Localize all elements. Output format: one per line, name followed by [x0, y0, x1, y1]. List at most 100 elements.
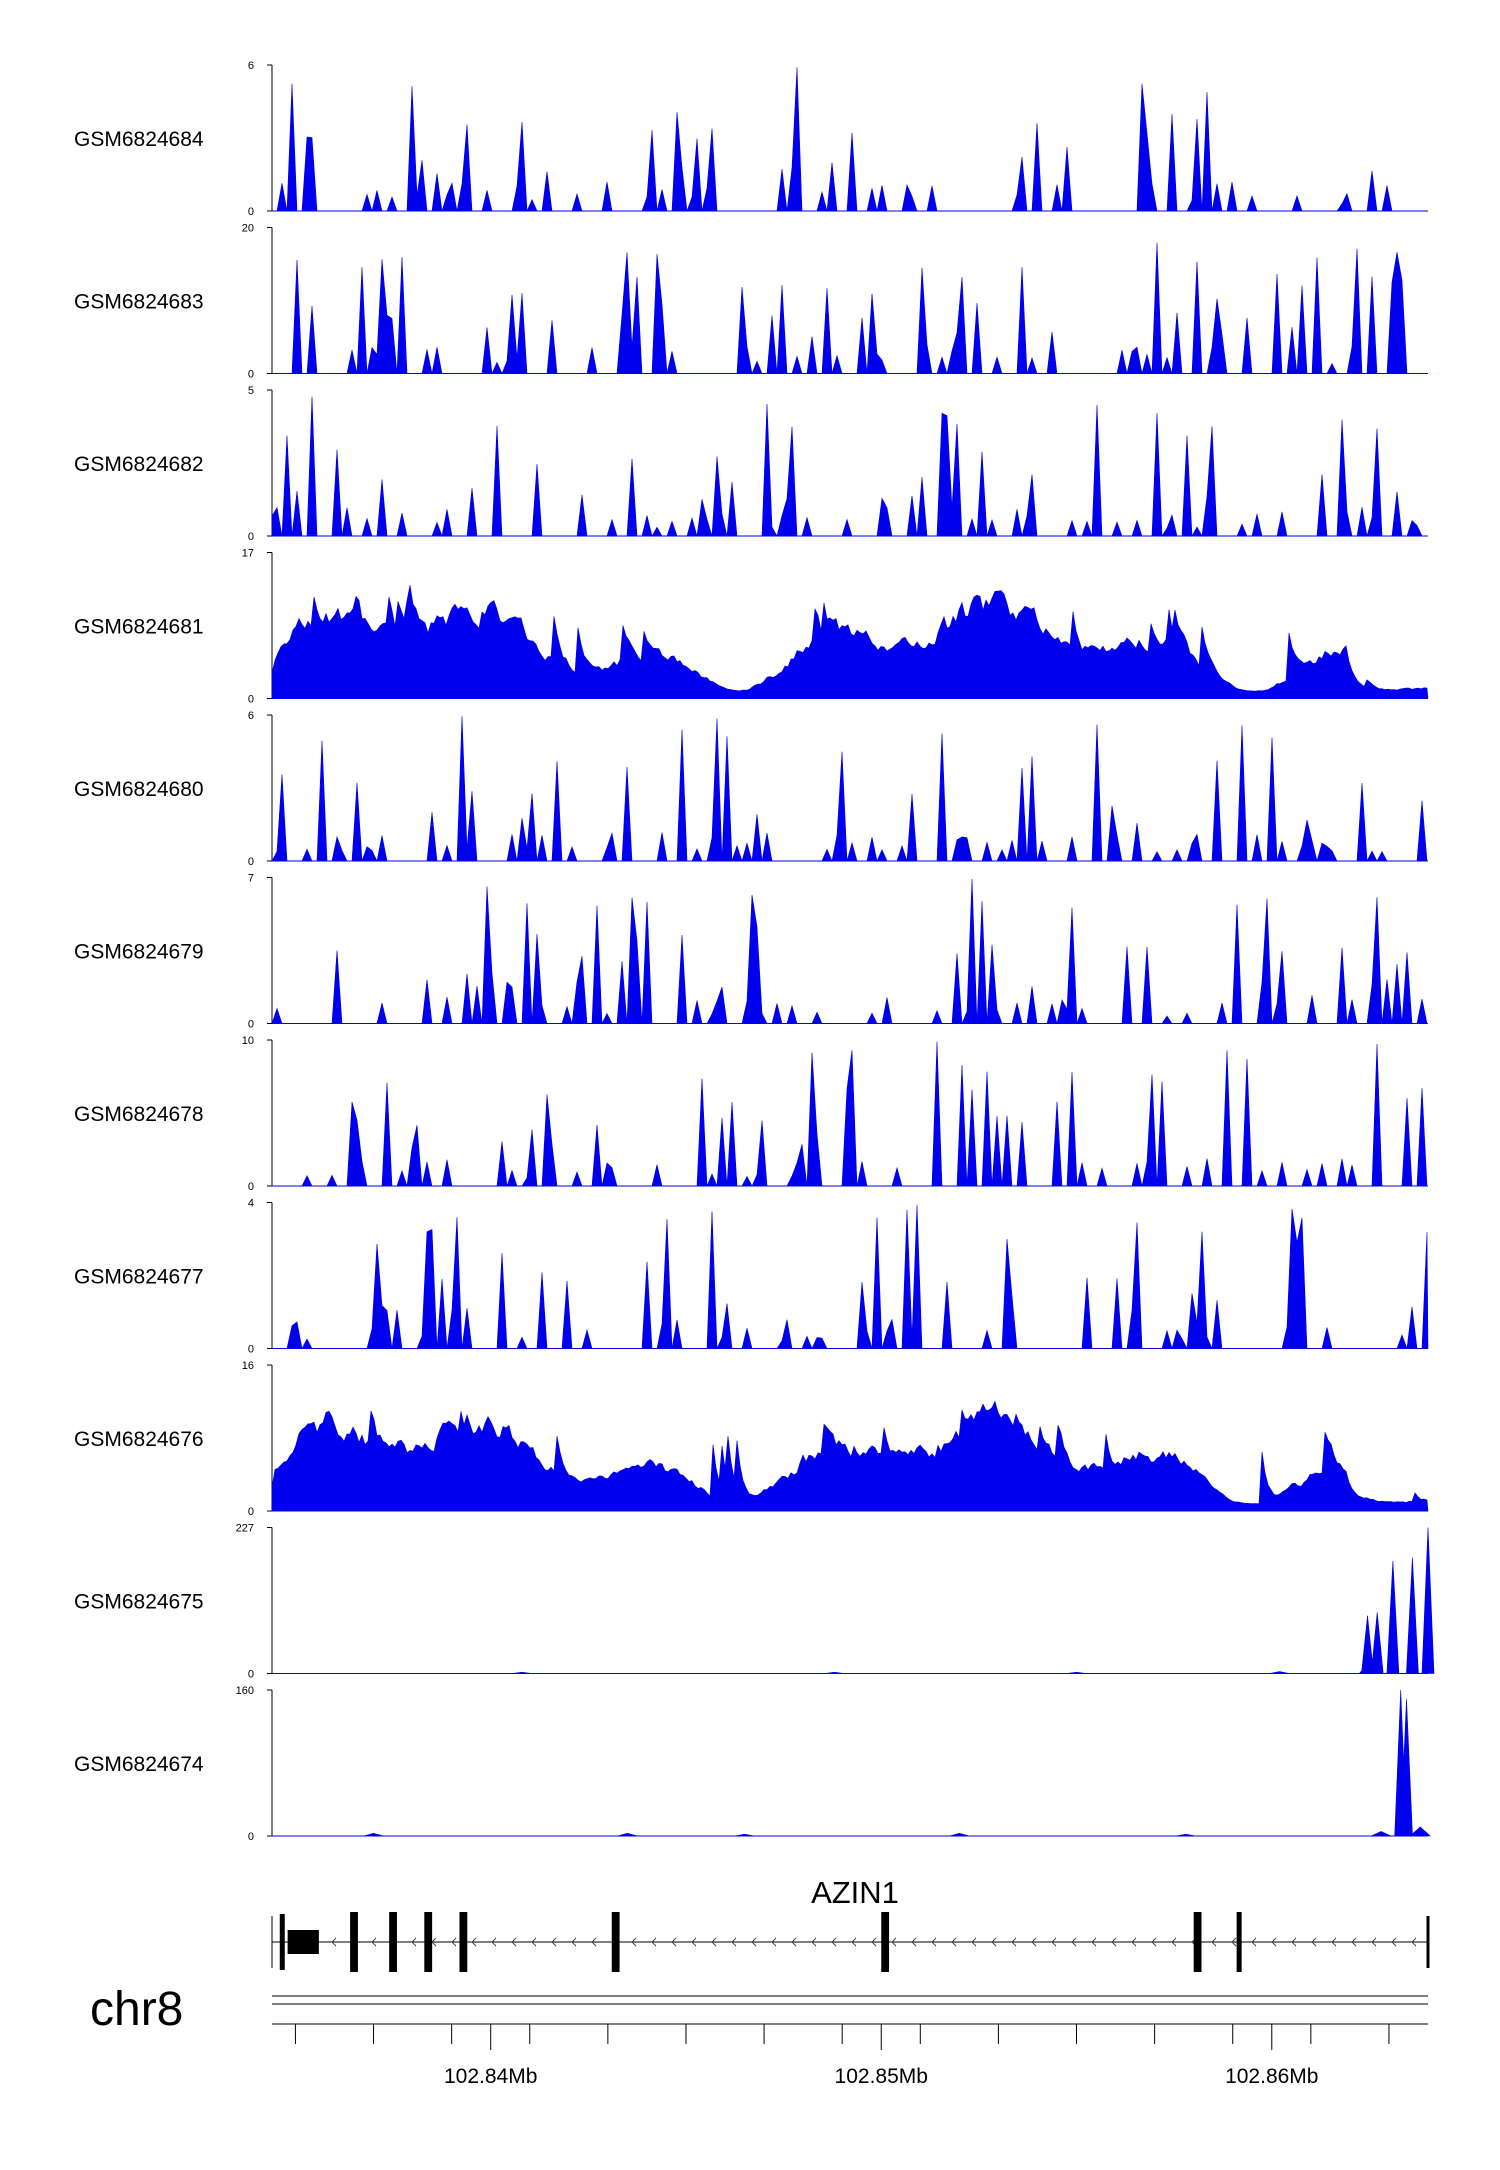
strand-arrow — [991, 1937, 997, 1947]
track-label: GSM6824678 — [74, 1103, 204, 1126]
strand-arrow — [451, 1937, 457, 1947]
track-GSM6824680: GSM6824680 6 0 — [74, 710, 1428, 868]
y-min-label: 0 — [248, 1506, 254, 1518]
strand-arrow — [651, 1937, 657, 1947]
strand-arrow — [1311, 1937, 1317, 1947]
y-max-label: 227 — [236, 1523, 254, 1535]
strand-arrow — [571, 1937, 577, 1947]
strand-arrow — [1351, 1937, 1357, 1947]
strand-arrow — [1131, 1937, 1137, 1947]
track-GSM6824677: GSM6824677 4 0 — [74, 1198, 1429, 1356]
track-GSM6824675: GSM6824675 227 0 — [74, 1523, 1435, 1681]
strand-arrow — [551, 1937, 557, 1947]
track-GSM6824678: GSM6824678 10 0 — [74, 1035, 1428, 1193]
y-min-label: 0 — [248, 694, 254, 706]
gene-exon — [389, 1912, 397, 1972]
y-max-label: 5 — [248, 385, 254, 397]
gene-exon — [424, 1912, 433, 1972]
coverage-area — [272, 1527, 1435, 1674]
strand-arrow — [371, 1937, 377, 1947]
y-max-label: 6 — [248, 710, 254, 722]
strand-arrow — [691, 1937, 697, 1947]
y-min-label: 0 — [248, 1344, 254, 1356]
strand-arrow — [1031, 1937, 1037, 1947]
gene-track: AZIN1 — [271, 1875, 1430, 1972]
track-GSM6824681: GSM6824681 17 0 — [74, 548, 1429, 706]
gene-exon — [1193, 1912, 1202, 1972]
track-GSM6824683: GSM6824683 20 0 — [74, 223, 1428, 381]
strand-arrow — [1171, 1937, 1177, 1947]
y-min-label: 0 — [248, 1831, 254, 1843]
strand-arrow — [911, 1937, 917, 1947]
strand-arrow — [1411, 1937, 1417, 1947]
track-label: GSM6824680 — [74, 778, 204, 801]
track-label: GSM6824674 — [74, 1753, 204, 1776]
x-tick-label: 102.85Mb — [835, 2065, 928, 2088]
track-label: GSM6824677 — [74, 1266, 204, 1289]
strand-arrow — [711, 1937, 717, 1947]
strand-arrow — [471, 1937, 477, 1947]
gene-exon — [459, 1912, 468, 1972]
coverage-area — [271, 1400, 1429, 1512]
coverage-area — [271, 878, 1428, 1025]
y-min-label: 0 — [248, 369, 254, 381]
track-label: GSM6824679 — [74, 941, 204, 964]
track-label: GSM6824684 — [74, 128, 204, 151]
y-min-label: 0 — [248, 856, 254, 868]
coverage-area — [272, 1689, 1431, 1837]
y-max-label: 6 — [248, 60, 254, 72]
y-max-label: 20 — [242, 223, 254, 235]
strand-arrow — [791, 1937, 797, 1947]
gene-exon — [881, 1912, 890, 1972]
strand-arrow — [751, 1937, 757, 1947]
genome-axis: chr8 102.84Mb 102.85Mb 102.86Mb — [90, 1983, 1428, 2088]
y-max-label: 160 — [236, 1685, 254, 1697]
y-min-label: 0 — [248, 531, 254, 543]
strand-arrow — [871, 1937, 877, 1947]
strand-arrow — [1391, 1937, 1397, 1947]
strand-arrow — [631, 1937, 637, 1947]
strand-arrow — [671, 1937, 677, 1947]
y-min-label: 0 — [248, 1669, 254, 1681]
gene-exon — [350, 1912, 358, 1972]
gene-exon — [287, 1930, 319, 1954]
y-min-label: 0 — [248, 1019, 254, 1031]
coverage-area — [272, 242, 1428, 375]
strand-arrow — [491, 1937, 497, 1947]
strand-arrow — [411, 1937, 417, 1947]
strand-arrow — [531, 1937, 537, 1947]
strand-arrow — [731, 1937, 737, 1947]
gene-exon — [1236, 1912, 1242, 1972]
track-GSM6824674: GSM6824674 160 0 — [74, 1685, 1431, 1843]
strand-arrow — [1331, 1937, 1337, 1947]
coverage-area — [272, 1204, 1429, 1350]
track-label: GSM6824676 — [74, 1428, 204, 1451]
chromosome-label: chr8 — [90, 1983, 183, 2036]
coverage-tracks: GSM682468460GSM6824683200GSM682468250GSM… — [74, 60, 1435, 1843]
track-GSM6824679: GSM6824679 7 0 — [74, 873, 1428, 1031]
strand-arrow — [1231, 1937, 1237, 1947]
coverage-area — [271, 396, 1428, 538]
strand-arrow — [851, 1937, 857, 1947]
strand-arrow — [811, 1937, 817, 1947]
strand-arrow — [1251, 1937, 1257, 1947]
strand-arrow — [511, 1937, 517, 1947]
strand-arrow — [331, 1937, 337, 1947]
coverage-area — [272, 67, 1428, 213]
x-tick-label: 102.86Mb — [1225, 2065, 1318, 2088]
strand-arrow — [1051, 1937, 1057, 1947]
track-label: GSM6824681 — [74, 616, 204, 639]
y-min-label: 0 — [248, 1181, 254, 1193]
strand-arrow — [971, 1937, 977, 1947]
track-GSM6824676: GSM6824676 16 0 — [74, 1360, 1429, 1518]
strand-arrow — [1011, 1937, 1017, 1947]
strand-arrow — [1211, 1937, 1217, 1947]
y-min-label: 0 — [248, 206, 254, 218]
strand-arrow — [831, 1937, 837, 1947]
coverage-area — [272, 1041, 1428, 1187]
track-GSM6824682: GSM6824682 5 0 — [74, 385, 1428, 543]
strand-arrow — [931, 1937, 937, 1947]
strand-arrow — [1071, 1937, 1077, 1947]
gene-name: AZIN1 — [811, 1875, 899, 1910]
